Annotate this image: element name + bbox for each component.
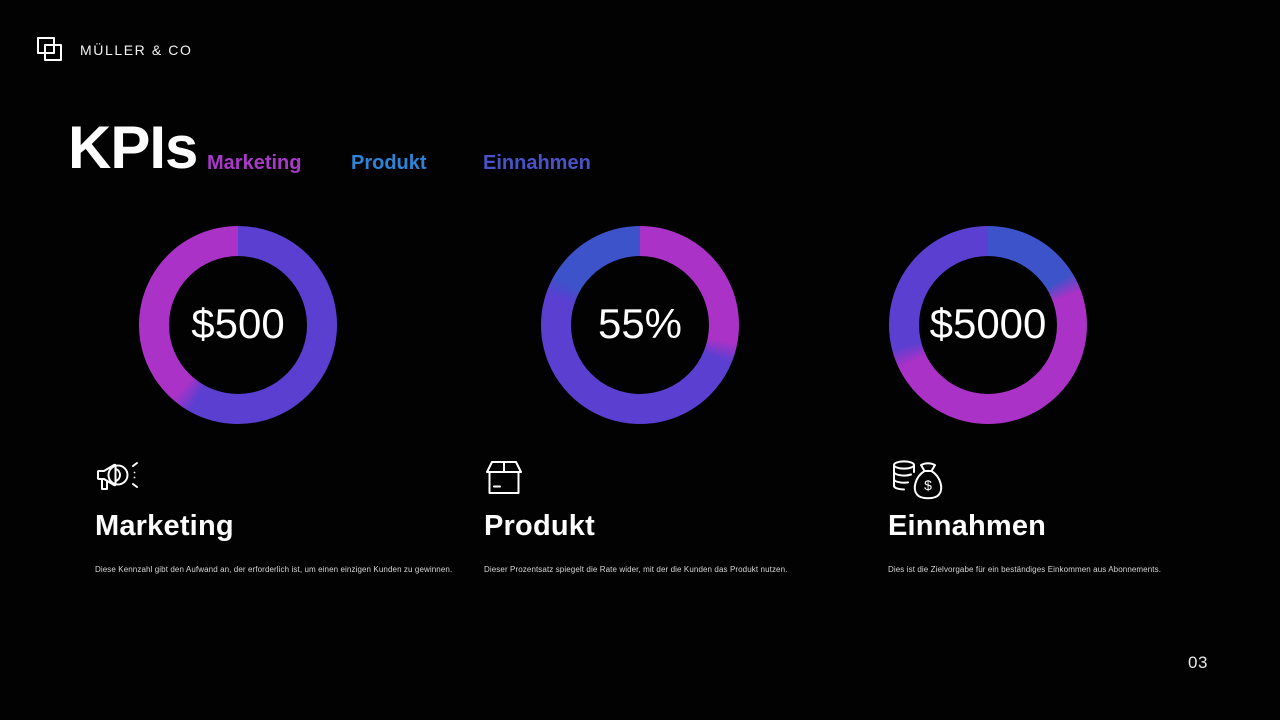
kpi-card-einnahmen: $ Einnahmen Dies ist die Zielvorgabe für… xyxy=(888,458,1260,574)
kpi-heading-produkt: Produkt xyxy=(484,510,595,542)
donut-chart-marketing: $500 xyxy=(139,226,337,424)
svg-text:$: $ xyxy=(924,477,932,493)
kpi-description-produkt: Dieser Prozentsatz spiegelt die Rate wid… xyxy=(484,565,788,574)
tab-marketing[interactable]: Marketing xyxy=(207,152,302,174)
kpi-value-einnahmen: $5000 xyxy=(929,300,1047,348)
kpi-card-produkt: Produkt Dieser Prozentsatz spiegelt die … xyxy=(484,458,856,574)
kpi-heading-einnahmen: Einnahmen xyxy=(888,510,1047,542)
kpi-description-marketing: Diese Kennzahl gibt den Aufwand an, der … xyxy=(95,565,453,574)
donut-chart-produkt: 55% xyxy=(541,226,739,424)
kpi-heading-marketing: Marketing xyxy=(95,510,234,542)
megaphone-icon xyxy=(95,458,467,498)
donut-hole xyxy=(169,256,307,394)
donut-hole xyxy=(919,256,1057,394)
brand: MÜLLER & CO xyxy=(36,36,193,64)
kpi-value-produkt: 55% xyxy=(597,300,683,348)
page-number: 03 xyxy=(1188,653,1208,672)
brand-logo-icon xyxy=(37,37,62,61)
kpi-description-einnahmen: Dies ist die Zielvorgabe für ein beständ… xyxy=(888,565,1162,574)
kpi-card-marketing: Marketing Diese Kennzahl gibt den Aufwan… xyxy=(95,458,467,574)
brand-name: MÜLLER & CO xyxy=(80,42,193,58)
kpi-value-marketing: $500 xyxy=(191,300,285,348)
donut-hole xyxy=(571,256,709,394)
page-title: KPIs xyxy=(68,114,198,181)
money-icon: $ xyxy=(888,458,1260,500)
donut-chart-einnahmen: $5000 xyxy=(889,226,1087,424)
tab-einnahmen[interactable]: Einnahmen xyxy=(483,152,591,174)
package-icon xyxy=(484,458,856,498)
tab-produkt[interactable]: Produkt xyxy=(351,152,427,174)
